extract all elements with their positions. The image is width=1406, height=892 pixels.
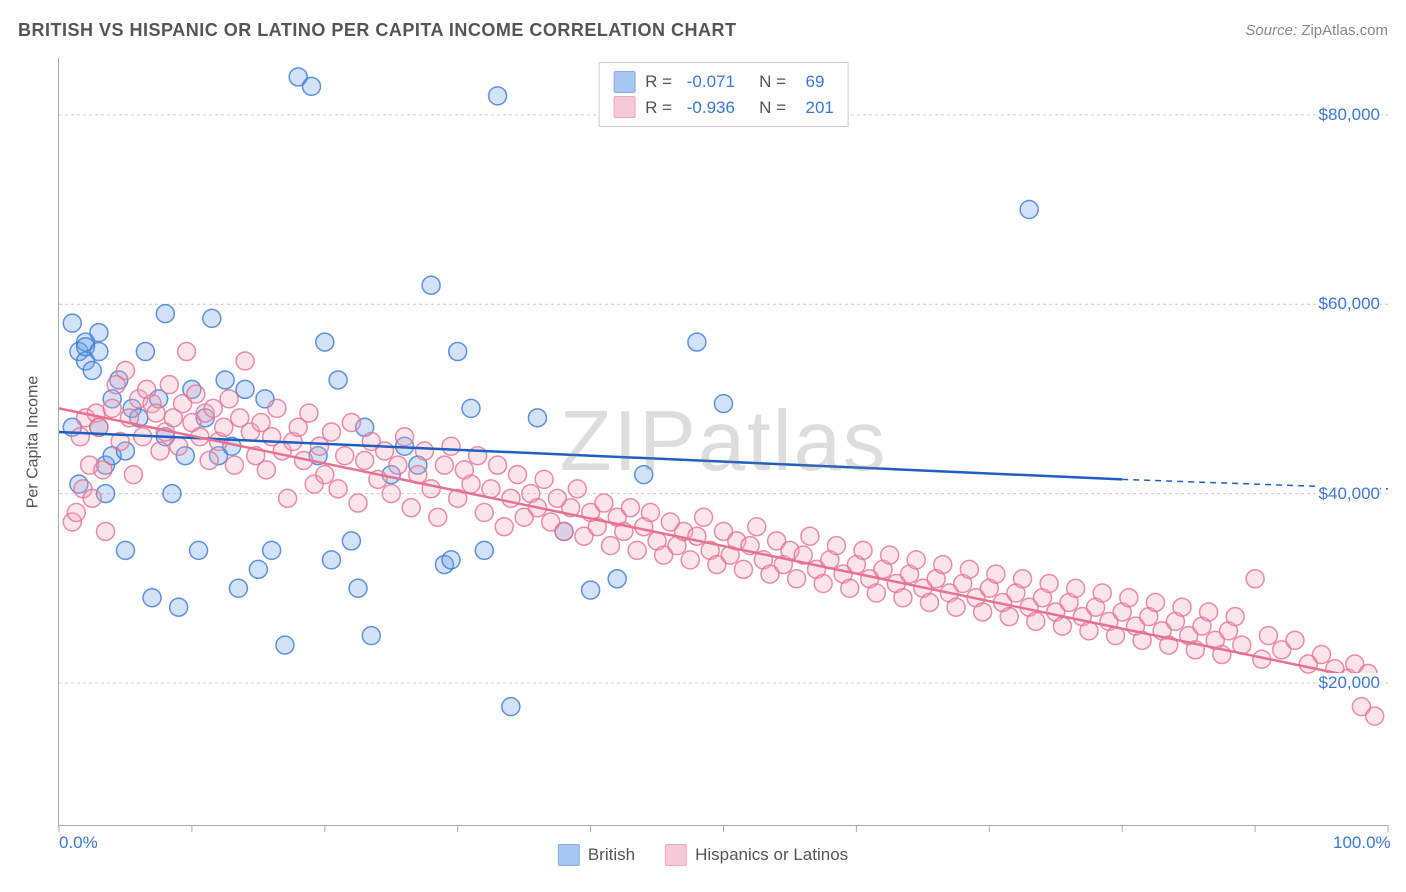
legend-item-hispanic: Hispanics or Latinos [665,844,848,866]
legend-label: British [588,845,635,865]
y-tick-label: $20,000 [1319,673,1380,693]
stat-r-label: R = [645,69,677,95]
legend-swatch [613,71,635,93]
source-value: ZipAtlas.com [1301,22,1388,39]
stats-row-hispanic: R = -0.936 N = 201 [613,95,834,121]
chart-title: BRITISH VS HISPANIC OR LATINO PER CAPITA… [18,20,737,41]
legend-label: Hispanics or Latinos [695,845,848,865]
chart-header: BRITISH VS HISPANIC OR LATINO PER CAPITA… [18,20,1388,41]
y-tick-label: $80,000 [1319,105,1380,125]
stats-legend-box: R = -0.071 N = 69R = -0.936 N = 201 [598,62,849,127]
plot-svg [59,58,1388,825]
y-axis-label-container: Per Capita Income [18,58,48,826]
stat-r-value: -0.071 [687,69,735,95]
y-tick-label: $40,000 [1319,484,1380,504]
x-tick-label: 0.0% [59,833,98,853]
stat-n-label: N = [745,69,791,95]
legend-swatch [613,96,635,118]
stats-row-british: R = -0.071 N = 69 [613,69,834,95]
stat-r-label: R = [645,95,677,121]
source-credit: Source: ZipAtlas.com [1245,22,1388,39]
y-axis-label: Per Capita Income [24,376,42,509]
y-tick-label: $60,000 [1319,294,1380,314]
chart-container: Per Capita Income ZIPatlas R = -0.071 N … [18,58,1388,874]
stat-n-label: N = [745,95,791,121]
legend-item-british: British [558,844,635,866]
stat-n-value: 69 [801,69,825,95]
x-tick-label: 100.0% [1333,833,1391,853]
stat-r-value: -0.936 [687,95,735,121]
plot-area: ZIPatlas R = -0.071 N = 69R = -0.936 N =… [58,58,1388,826]
legend-swatch [558,844,580,866]
bottom-legend: British Hispanics or Latinos [558,844,848,866]
source-label: Source: [1245,22,1301,39]
legend-swatch [665,844,687,866]
stat-n-value: 201 [801,95,834,121]
